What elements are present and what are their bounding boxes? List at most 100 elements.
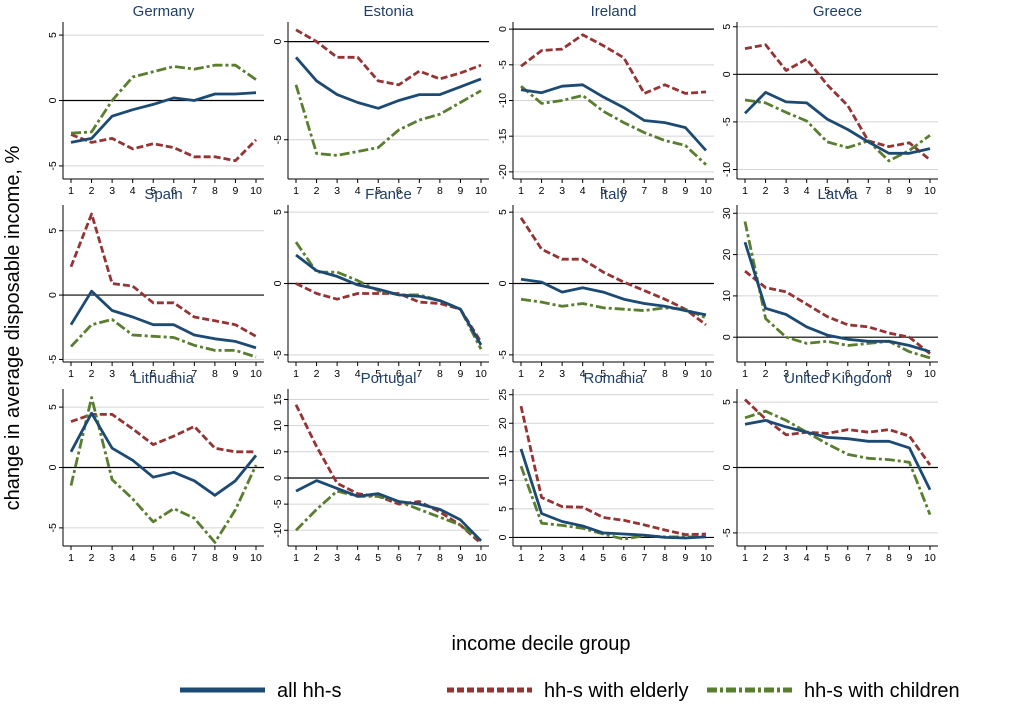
y-tick-label: -5	[497, 60, 509, 69]
x-tick-label: 9	[907, 185, 913, 197]
x-tick-label: 1	[742, 552, 748, 564]
x-tick-label: 4	[130, 368, 136, 380]
y-tick-label: -5	[497, 350, 509, 359]
x-tick-label: 4	[804, 552, 810, 564]
panel-ireland: Ireland -20 -15 -10 -5 0 1 2 3 4 5 6 7 8 9 10	[497, 3, 714, 197]
panel-title: France	[365, 186, 412, 203]
series-line-hh-s-with-elderly	[520, 33, 707, 95]
legend: all hh-s hh-s with elderly hh-s with child…	[180, 680, 960, 702]
x-tick-label: 6	[396, 368, 402, 380]
series-line-hh-s-with-children	[70, 63, 257, 135]
y-tick-label: 20	[721, 249, 733, 261]
panel-estonia: Estonia -5 0 1 2 3 4 5 6 7 8 9 10	[272, 3, 489, 197]
y-tick-label: 0	[272, 475, 284, 481]
x-tick-label: 1	[518, 552, 524, 564]
y-tick-label: 5	[272, 449, 284, 455]
legend-item: all hh-s	[180, 680, 341, 702]
x-tick-label: 4	[130, 552, 136, 564]
series-line-all-hh-s	[743, 241, 931, 354]
x-tick-label: 2	[89, 185, 95, 197]
x-tick-label: 9	[458, 368, 464, 380]
x-tick-label: 5	[375, 368, 381, 380]
x-tick-label: 4	[580, 368, 586, 380]
x-tick-label: 3	[559, 368, 565, 380]
panel-spain: Spain -5 0 5 1 2 3 4 5 6 7 8 9 10	[47, 186, 264, 380]
x-tick-label: 6	[845, 368, 851, 380]
x-tick-label: 2	[539, 552, 545, 564]
x-tick-label: 2	[314, 368, 320, 380]
y-tick-label: 10	[272, 420, 284, 432]
y-tick-label: 30	[721, 207, 733, 219]
x-tick-label: 6	[621, 552, 627, 564]
y-tick-label: 5	[721, 24, 733, 30]
x-tick-label: 9	[907, 552, 913, 564]
x-tick-label: 9	[458, 552, 464, 564]
x-tick-label: 1	[742, 368, 748, 380]
x-tick-label: 7	[865, 552, 871, 564]
series-line-hh-s-with-children	[744, 98, 931, 163]
y-tick-label: 0	[721, 334, 733, 340]
series-line-all-hh-s	[69, 411, 258, 497]
x-tick-label: 6	[171, 368, 177, 380]
x-tick-label: 8	[662, 368, 668, 380]
x-tick-label: 3	[334, 552, 340, 564]
x-tick-label: 7	[641, 552, 647, 564]
y-tick-label: 0	[721, 464, 733, 470]
x-tick-label: 8	[212, 185, 218, 197]
x-tick-label: 1	[293, 185, 299, 197]
series-line-hh-s-with-elderly	[744, 270, 931, 355]
x-tick-label: 2	[314, 185, 320, 197]
series-line-hh-s-with-elderly	[295, 28, 482, 87]
panel-title: Latvia	[817, 186, 858, 203]
x-tick-label: 8	[662, 552, 668, 564]
x-tick-label: 8	[437, 552, 443, 564]
panel-title: Portugal	[361, 370, 417, 387]
x-tick-label: 6	[396, 552, 402, 564]
y-tick-label: 5	[47, 404, 59, 410]
series-line-all-hh-s	[295, 479, 482, 542]
y-tick-label: 0	[47, 292, 59, 298]
x-tick-label: 6	[845, 552, 851, 564]
y-tick-label: 0	[497, 534, 509, 540]
y-axis-label: change in average disposable income, %	[2, 145, 24, 510]
series-line-hh-s-with-children	[743, 221, 931, 360]
x-tick-label: 10	[924, 185, 936, 197]
x-tick-label: 4	[355, 368, 361, 380]
series-line-hh-s-with-children	[744, 409, 932, 516]
y-tick-label: 5	[721, 399, 733, 405]
y-tick-label: 5	[47, 32, 59, 38]
series-line-hh-s-with-elderly	[70, 133, 257, 163]
y-tick-label: 0	[272, 39, 284, 45]
x-tick-label: 3	[334, 185, 340, 197]
y-tick-label: -5	[272, 135, 284, 144]
y-tick-label: 0	[47, 97, 59, 103]
legend-label: hh-s with children	[804, 680, 960, 702]
legend-label: all hh-s	[277, 680, 341, 702]
x-tick-label: 9	[683, 185, 689, 197]
x-tick-label: 8	[662, 185, 668, 197]
x-tick-label: 3	[783, 552, 789, 564]
x-tick-label: 5	[824, 552, 830, 564]
x-tick-label: 10	[475, 552, 487, 564]
y-tick-label: 0	[47, 464, 59, 470]
x-tick-label: 10	[250, 552, 262, 564]
x-tick-label: 5	[150, 368, 156, 380]
x-tick-label: 10	[475, 368, 487, 380]
x-tick-label: 10	[700, 368, 712, 380]
x-tick-label: 7	[416, 368, 422, 380]
series-line-all-hh-s	[69, 289, 257, 350]
x-tick-label: 5	[824, 368, 830, 380]
panel-latvia: Latvia 0 10 20 30 1 2 3 4 5 6 7 8 9 10	[721, 186, 938, 380]
y-tick-label: -10	[497, 93, 509, 108]
x-tick-label: 8	[437, 368, 443, 380]
panel-title: Lithuania	[133, 370, 195, 387]
series-line-all-hh-s	[70, 91, 257, 144]
x-tick-label: 6	[171, 552, 177, 564]
x-tick-label: 3	[783, 185, 789, 197]
x-tick-label: 8	[886, 185, 892, 197]
series-line-hh-s-with-elderly	[519, 405, 707, 536]
x-tick-label: 5	[600, 185, 606, 197]
